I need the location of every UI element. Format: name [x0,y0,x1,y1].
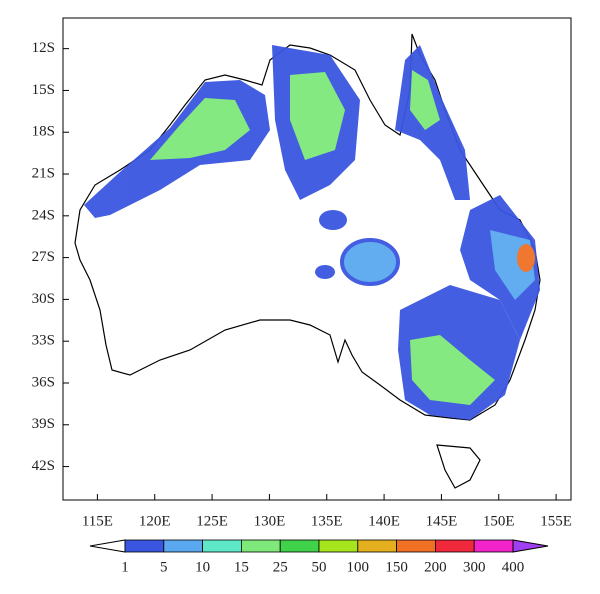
rainfall-contours [84,45,540,420]
colorbar-label: 5 [160,559,168,575]
lat-tick-label: 27S [32,249,55,265]
colorbar-box [357,539,397,553]
colorbar-label: 300 [463,559,486,575]
lon-tick-label: 150E [483,513,515,529]
colorbar-box [124,539,165,553]
tasmania-outline [436,444,481,489]
colorbar-box [396,539,436,553]
lat-tick-label: 21S [32,165,55,181]
colorbar-box [473,539,514,553]
colorbar-label: 200 [424,559,447,575]
colorbar-end-low [89,539,126,553]
lat-tick-label: 33S [32,333,55,349]
contour-inland-small [315,265,335,279]
contour-north-west-inner [150,98,250,160]
colorbar-label: 25 [273,559,288,575]
lon-tick-label: 155E [540,513,572,529]
map-frame [62,17,572,501]
contour-south-east-inner [410,335,495,405]
lat-tick-label: 30S [32,291,55,307]
lon-tick-label: 125E [196,513,228,529]
lon-tick-label: 145E [426,513,458,529]
colorbar-box [202,539,242,553]
colorbar-label: 100 [347,559,370,575]
colorbar-box [434,539,475,553]
colorbar-label: 15 [234,559,249,575]
colorbar-box [163,539,204,553]
contour-inland-mid [319,210,347,230]
colorbar-label: 10 [195,559,210,575]
lat-tick-label: 12S [32,40,55,56]
lon-tick-label: 120E [139,513,171,529]
lon-tick-label: 130E [254,513,286,529]
lat-tick-label: 15S [32,82,55,98]
contour-east-peak [517,244,535,272]
colorbar-box [318,539,359,553]
colorbar-label: 1 [121,559,129,575]
lon-tick-label: 135E [311,513,343,529]
colorbar-end-high [512,539,549,553]
lat-tick-label: 42S [32,458,55,474]
lat-tick-label: 36S [32,374,55,390]
colorbar-label: 50 [312,559,327,575]
contour-cape-york-inner [410,70,440,130]
lat-tick-label: 24S [32,207,55,223]
lon-tick-label: 140E [368,513,400,529]
contour-inland [340,238,400,286]
colorbar-box [240,539,281,553]
lat-tick-label: 39S [32,416,55,432]
colorbar: 1 5 10 15 25 50 100 150 200 300 400 [89,539,549,575]
axes: 12S 15S 18S 21S 24S 27S 30S 33S 36S 39S 42S 115E 120… [32,40,572,529]
colorbar-label: 400 [502,559,525,575]
contour-top-end-inner [290,72,345,160]
colorbar-box [279,539,320,553]
colorbar-label: 150 [385,559,408,575]
lat-tick-label: 18S [32,124,55,140]
lon-tick-label: 115E [82,513,113,529]
